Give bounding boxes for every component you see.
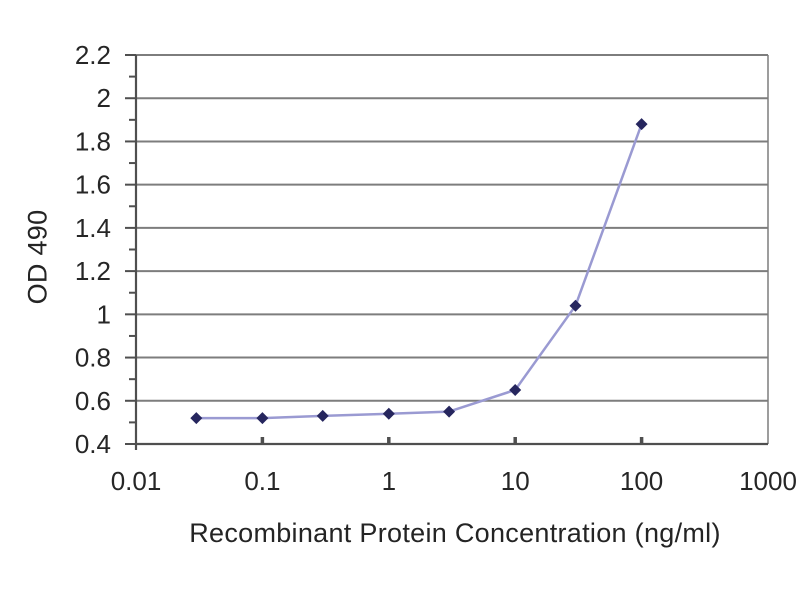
y-axis-title: OD 490 [22, 209, 53, 305]
y-tick-label: 1.6 [75, 170, 111, 200]
x-tick-label: 100 [620, 466, 663, 496]
x-tick-label: 0.1 [244, 466, 280, 496]
data-point-marker [256, 412, 269, 425]
data-point-marker [569, 299, 582, 312]
y-tick-label: 0.6 [75, 386, 111, 416]
y-tick-label: 2 [97, 83, 111, 113]
data-point-marker [382, 407, 395, 420]
y-tick-label: 1.8 [75, 126, 111, 156]
y-tick-label: 2.2 [75, 40, 111, 70]
x-tick-label: 10 [501, 466, 530, 496]
data-point-marker [635, 118, 648, 131]
x-tick-label: 0.01 [111, 466, 162, 496]
data-point-marker [443, 405, 456, 418]
y-tick-label: 0.8 [75, 343, 111, 373]
data-point-marker [509, 383, 522, 396]
x-tick-label: 1000 [739, 466, 797, 496]
x-tick-label: 1 [382, 466, 396, 496]
series-line [196, 123, 643, 420]
data-point-marker [316, 409, 329, 422]
y-tick-label: 1.2 [75, 256, 111, 286]
y-tick-label: 1.4 [75, 213, 111, 243]
y-tick-label: 1 [97, 299, 111, 329]
data-point-marker [190, 412, 203, 425]
x-axis-title: Recombinant Protein Concentration (ng/ml… [189, 518, 721, 548]
y-tick-label: 0.4 [75, 429, 111, 459]
